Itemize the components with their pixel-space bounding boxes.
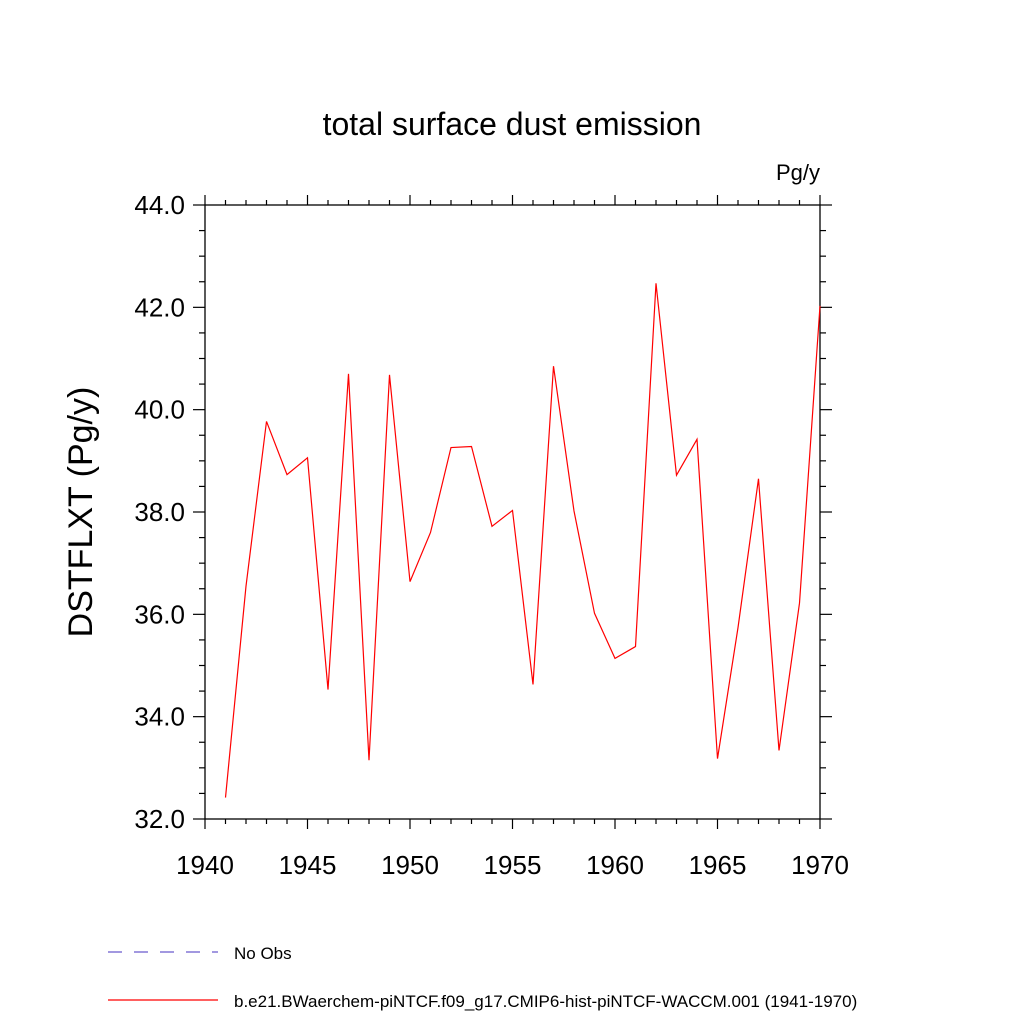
y-tick-label: 42.0 <box>134 292 185 322</box>
x-tick-label: 1950 <box>381 850 439 880</box>
y-tick-labels: 32.0 34.0 36.0 38.0 40.0 42.0 44.0 <box>134 190 185 834</box>
legend-label: b.e21.BWaerchem-piNTCF.f09_g17.CMIP6-his… <box>234 992 857 1011</box>
x-tick-label: 1965 <box>689 850 747 880</box>
series-line <box>224 283 821 798</box>
x-tick-labels: 1940 1945 1950 1955 1960 1965 1970 <box>176 850 849 880</box>
y-axis-label: DSTFLXT (Pg/y) <box>62 387 100 638</box>
y-tick-label: 38.0 <box>134 497 185 527</box>
units-label: Pg/y <box>776 160 820 185</box>
x-tick-label: 1955 <box>484 850 542 880</box>
chart-title: total surface dust emission <box>323 106 702 142</box>
x-tick-label: 1960 <box>586 850 644 880</box>
series-layer <box>224 283 821 798</box>
y-tick-label: 44.0 <box>134 190 185 220</box>
x-tick-label: 1945 <box>279 850 337 880</box>
x-tick-label: 1940 <box>176 850 234 880</box>
x-tick-label: 1970 <box>791 850 849 880</box>
axis-ticks <box>193 195 832 829</box>
y-tick-label: 34.0 <box>134 702 185 732</box>
y-tick-label: 32.0 <box>134 804 185 834</box>
legend-label: No Obs <box>234 944 292 963</box>
legend: No Obs b.e21.BWaerchem-piNTCF.f09_g17.CMI… <box>108 944 857 1011</box>
y-tick-label: 40.0 <box>134 395 185 425</box>
y-tick-label: 36.0 <box>134 599 185 629</box>
